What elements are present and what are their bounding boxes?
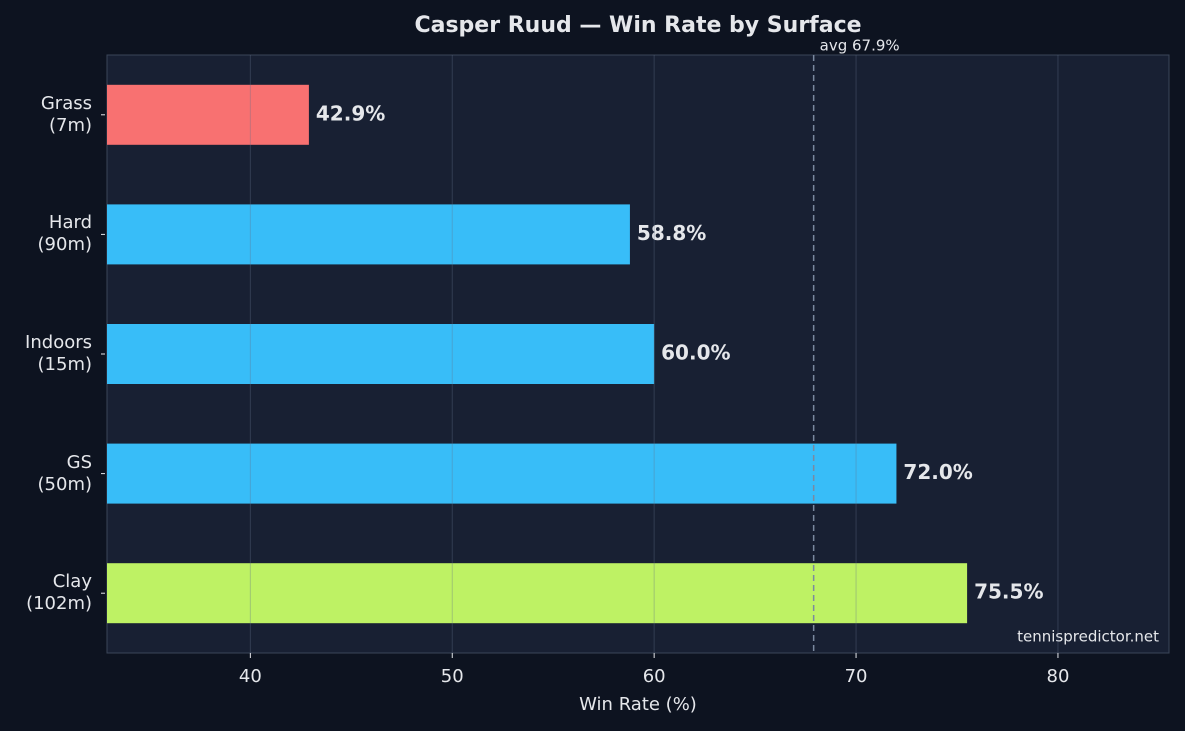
bar: [107, 84, 309, 145]
x-tick-label: 70: [845, 666, 868, 687]
x-tick-label: 50: [441, 666, 464, 687]
value-label: 42.9%: [316, 101, 385, 125]
watermark: tennispredictor.net: [1017, 628, 1159, 646]
chart-title: Casper Ruud — Win Rate by Surface: [414, 13, 861, 38]
y-tick-label: Grass (7m): [40, 92, 92, 136]
y-tick-label: Clay (102m): [26, 571, 92, 615]
x-tick-label: 40: [239, 666, 262, 687]
avg-label: avg 67.9%: [820, 37, 900, 55]
bar: [107, 204, 630, 265]
y-tick-label: Indoors (15m): [25, 332, 92, 375]
bar: [107, 324, 655, 384]
x-tick-label: 60: [643, 666, 666, 687]
y-tick-label: GS (50m): [37, 451, 92, 495]
value-label: 75.5%: [974, 580, 1043, 604]
x-tick-label: 80: [1047, 666, 1070, 687]
value-label: 60.0%: [661, 341, 730, 365]
bar: [107, 443, 897, 504]
value-label: 72.0%: [903, 460, 972, 484]
value-label: 58.8%: [637, 221, 706, 245]
bar: [107, 563, 968, 624]
y-tick-label: Hard (90m): [37, 212, 92, 256]
x-axis-label: Win Rate (%): [579, 694, 697, 715]
